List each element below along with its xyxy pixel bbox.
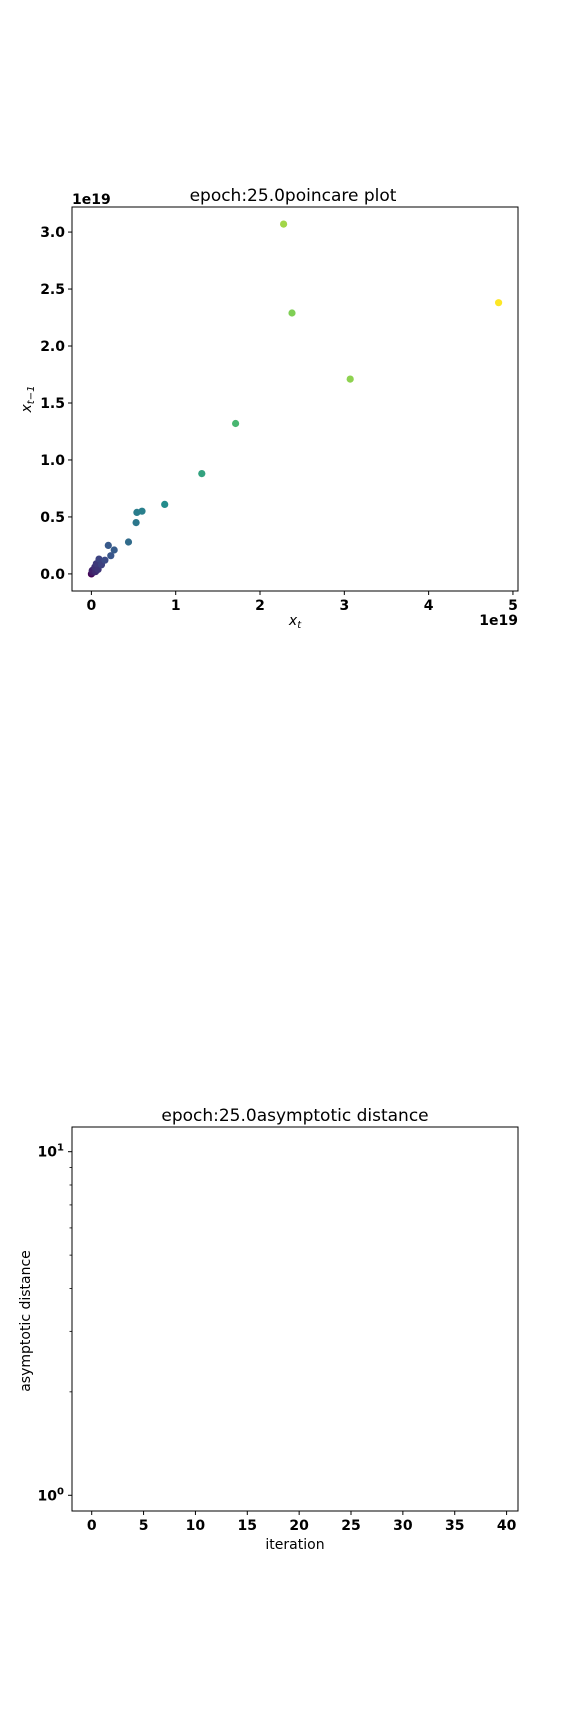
y-tick-label-1: 0.5 <box>40 510 65 526</box>
scatter-point-16 <box>132 519 140 527</box>
scatter-point-25 <box>495 299 503 307</box>
scatter-point-11 <box>101 556 109 564</box>
scatter-point-13 <box>107 552 115 560</box>
asymptotic-y-ticks: 100 101 <box>38 1143 72 1504</box>
poincare-x-ticks: 0 1 2 3 4 5 <box>87 591 518 614</box>
asymptotic-y-axis-label: asymptotic distance <box>18 1250 34 1392</box>
poincare-y-offset-label: 1e19 <box>72 192 111 208</box>
poincare-y-ticks: 0.0 0.5 1.0 1.5 2.0 2.5 3.0 <box>40 225 72 583</box>
x-tick-label-0: 0 <box>87 598 97 614</box>
y-tick-label-3: 1.5 <box>40 396 65 412</box>
x-tick-label-3: 3 <box>339 598 349 614</box>
y-major-tick-label-1: 101 <box>38 1143 64 1161</box>
poincare-title: epoch:25.0poincare plot <box>190 186 397 206</box>
scatter-point-21 <box>232 419 240 428</box>
poincare-chart: epoch:25.0poincare plot 0 1 2 3 4 5 0.0 0.5 1.0… <box>19 186 519 631</box>
y-tick-label-5: 2.5 <box>40 282 65 298</box>
y-tick-label-4: 2.0 <box>40 339 65 355</box>
x-tick-label-8: 40 <box>497 1518 517 1534</box>
asymptotic-distance-chart: epoch:25.0asymptotic distance 0 5 10 15 20 25… <box>18 1106 519 1553</box>
x-tick-label-7: 35 <box>445 1518 464 1534</box>
poincare-y-axis-label: xt−1 <box>19 386 37 414</box>
scatter-point-23 <box>280 220 288 228</box>
x-tick-label-3: 15 <box>238 1518 257 1534</box>
x-tick-label-1: 1 <box>171 598 181 614</box>
x-tick-label-4: 4 <box>424 598 434 614</box>
asymptotic-title: epoch:25.0asymptotic distance <box>161 1106 428 1126</box>
y-tick-label-0: 0.0 <box>40 567 65 583</box>
x-tick-label-2: 10 <box>186 1518 206 1534</box>
asymptotic-x-axis-label: iteration <box>265 1537 324 1553</box>
scatter-point-9 <box>95 555 103 563</box>
x-tick-label-1: 5 <box>139 1518 149 1534</box>
scatter-point-18 <box>138 507 146 515</box>
scatter-point-19 <box>161 500 169 508</box>
x-tick-label-5: 5 <box>508 598 518 614</box>
asymptotic-x-ticks: 0 5 10 15 20 25 30 35 40 <box>87 1511 517 1534</box>
scatter-point-15 <box>124 538 133 546</box>
x-tick-label-2: 2 <box>255 598 265 614</box>
scatter-point-24 <box>346 375 354 383</box>
poincare-x-axis-label: xt <box>288 613 302 631</box>
scatter-point-22 <box>288 309 296 317</box>
x-tick-label-4: 20 <box>289 1518 309 1534</box>
asymptotic-plot-frame <box>71 1126 519 1512</box>
scatter-point-12 <box>104 541 112 550</box>
poincare-x-offset-label: 1e19 <box>479 613 518 629</box>
x-tick-label-6: 30 <box>393 1518 413 1534</box>
scatter-point-14 <box>110 546 118 554</box>
y-major-tick-label-0: 100 <box>38 1486 64 1504</box>
x-tick-label-0: 0 <box>87 1518 97 1534</box>
x-tick-label-5: 25 <box>341 1518 360 1534</box>
poincare-points <box>87 220 503 578</box>
y-tick-label-6: 3.0 <box>40 225 65 241</box>
scatter-point-20 <box>198 470 206 478</box>
y-tick-label-2: 1.0 <box>40 453 65 469</box>
poincare-plot-frame <box>71 206 519 592</box>
